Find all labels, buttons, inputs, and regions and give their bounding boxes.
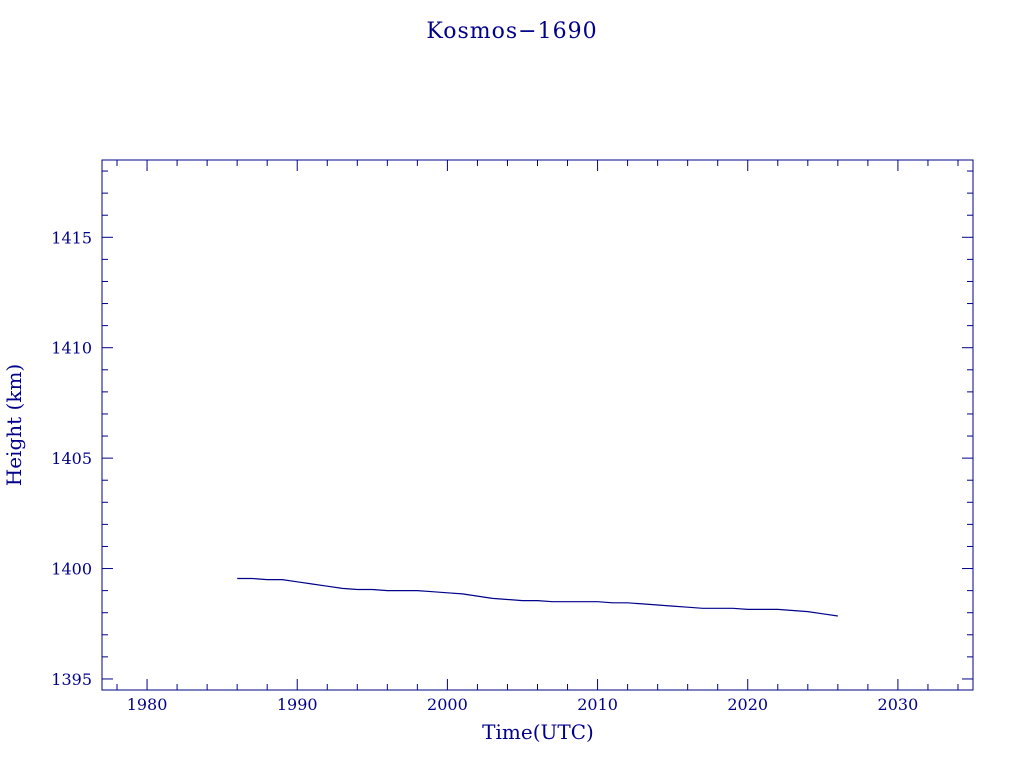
series-line-height [237,577,838,617]
y-tick-label: 1415 [51,228,92,247]
y-tick-label: 1395 [51,670,92,689]
plot-frame [101,159,974,691]
y-tick-label: 1400 [51,560,92,579]
chart-title: Kosmos−1690 [426,19,597,44]
x-tick-labels: 1980 1990 2000 2010 2020 2030 [127,695,919,714]
x-tick-label: 2020 [727,695,768,714]
axis-ticks [102,160,973,690]
x-tick-label: 1980 [127,695,168,714]
y-tick-label: 1410 [51,339,92,358]
y-axis-label: Height (km) [2,364,26,486]
x-axis-label: Time(UTC) [482,720,594,744]
x-tick-label: 2010 [577,695,618,714]
x-tick-label: 2030 [878,695,919,714]
x-tick-label: 2000 [427,695,468,714]
y-tick-labels: 1395 1400 1405 1410 1415 [51,228,92,689]
x-tick-label: 1990 [277,695,318,714]
y-tick-label: 1405 [51,449,92,468]
